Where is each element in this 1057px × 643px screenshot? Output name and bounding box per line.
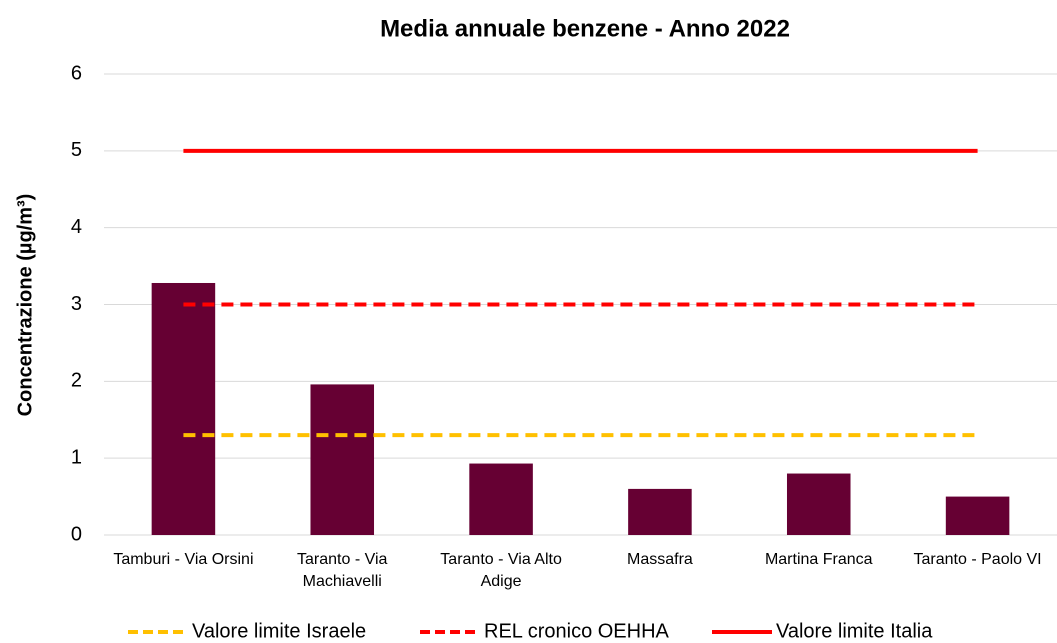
y-tick-label: 4 — [71, 216, 82, 238]
y-tick-label: 5 — [71, 139, 82, 161]
bar — [628, 488, 692, 535]
x-tick-label: Taranto - Via Alto Adige — [440, 551, 562, 590]
x-tick-label: Taranto - Paolo VI — [913, 551, 1042, 568]
y-tick-label: 0 — [71, 523, 82, 545]
x-tick-label: Martina Franca — [764, 551, 873, 568]
y-tick-label: 6 — [71, 62, 82, 84]
x-tick-label: Massafra — [627, 551, 693, 568]
x-tick-label: Tamburi - Via Orsini — [113, 551, 254, 568]
bar — [151, 282, 216, 535]
bar — [310, 384, 375, 535]
y-axis-label: Concentrazione (µg/m³) — [14, 194, 36, 417]
y-tick-label: 1 — [71, 446, 82, 468]
y-tick-label: 2 — [71, 370, 82, 392]
bar — [469, 463, 533, 535]
bar — [786, 473, 851, 535]
chart-title: Media annuale benzene - Anno 2022 — [380, 15, 790, 42]
legend-label: REL cronico OEHHA — [484, 620, 670, 642]
legend-label: Valore limite Italia — [776, 620, 933, 642]
x-tick-label: Taranto - Via Machiavelli — [297, 551, 388, 590]
y-tick-label: 3 — [71, 293, 82, 315]
bar — [945, 496, 1010, 535]
legend-label: Valore limite Israele — [192, 620, 366, 642]
